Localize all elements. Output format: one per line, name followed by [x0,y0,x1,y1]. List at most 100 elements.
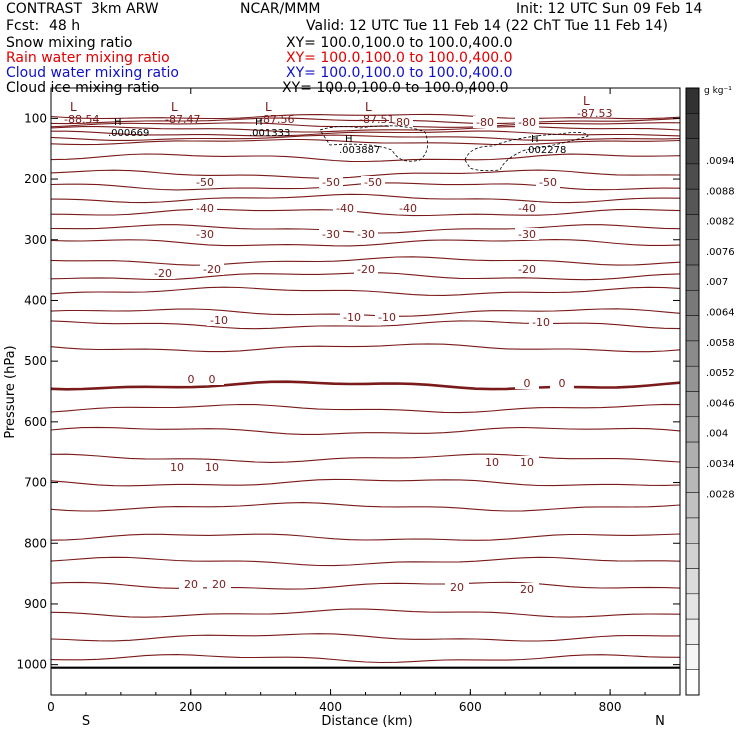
contour-label-bg [515,263,539,275]
contour-label-bg [193,176,217,188]
colorbar-label: .0064 [706,308,735,319]
model-title: CONTRAST 3km ARW [6,1,159,17]
contour-label: -10 [343,311,361,324]
contour-label-bg [515,228,539,240]
y-tick-label: 200 [24,172,47,186]
contour-label: -30 [357,228,375,241]
contour-line [50,286,681,296]
contour-label: -50 [196,176,214,189]
contour-label-bg [179,373,203,385]
low-value: -87.56 [259,113,294,126]
high-value: .002278 [525,145,566,156]
contour-label-bg [480,456,504,468]
low-marker: L [265,100,272,114]
colorbar-segment [685,113,700,139]
y-tick-label: 1000 [16,658,47,672]
contour-label: -20 [357,263,375,276]
contour-line [51,130,681,137]
contour-label: -30 [322,228,340,241]
low-marker: L [365,100,372,114]
y-tick-label: 900 [24,597,47,611]
low-marker: L [70,100,77,114]
contour-line [50,256,681,266]
x-tick-label: 0 [47,700,55,714]
low-marker: L [583,94,590,108]
colorbar-segment [685,340,700,367]
contour-label: -50 [539,176,557,189]
contour-label: -10 [210,314,228,327]
contour-label: 0 [524,377,531,390]
colorbar-label: .0094 [706,156,735,167]
y-tick-label: 800 [24,536,47,550]
y-tick-label: 500 [24,354,47,368]
valid-time: Valid: 12 UTC Tue 11 Feb 14 (22 ChT Tue … [306,18,669,34]
contour-line [50,403,681,414]
contour-label: 10 [520,456,534,469]
colorbar-segment [685,441,700,468]
contour-label-bg [515,456,539,468]
x-axis-title: Distance (km) [321,714,412,729]
contour-label: 20 [520,583,534,596]
high-marker: H [345,134,353,145]
field-rain-xy: XY= 100.0,100.0 to 100.0,400.0 [286,50,513,66]
contour-label-bg [207,578,231,590]
contour-label-bg [151,267,175,279]
contour-label: -30 [196,228,214,241]
contour-line [50,453,681,463]
cloud-ice-contour [464,132,589,172]
contour-label-bg [207,314,231,326]
colorbar-segment [685,669,700,696]
contour-line [50,138,681,146]
contour-label: -80 [476,116,494,129]
y-tick-label: 400 [24,293,47,307]
contour-label-bg [529,316,553,328]
contour-label: -20 [203,263,221,276]
colorbar-label: .0088 [706,186,735,197]
low-marker: L [171,100,178,114]
colorbar-segment [685,290,700,316]
field-cloudwater-xy: XY= 100.0,100.0 to 100.0,400.0 [286,65,513,81]
contour-label: -10 [532,316,550,329]
contour-line [50,208,681,217]
colorbar-frame [685,87,700,696]
colorbar-segment [685,138,700,165]
contour-label-bg [193,202,217,214]
y-axis-title: Pressure (hPa) [3,345,18,438]
field-snow-name: Snow mixing ratio [6,35,133,51]
colorbar: .0094 .0088 .0082 .0076 .007 .0064 .0058 .0052.… [685,87,735,696]
contour-line [50,320,681,330]
colorbar-segment [685,618,700,645]
colorbar-unit: g kg⁻¹ [704,86,732,96]
colorbar-segment [685,391,700,418]
contour-label: 0 [209,373,216,386]
field-rain-name: Rain water mixing ratio [6,50,170,66]
contour-label: 10 [205,461,219,474]
contour-label: -20 [518,263,536,276]
colorbar-segment [685,492,700,519]
contour-label-bg [515,116,539,128]
colorbar-label: .0082 [706,217,735,228]
contour-label-bg [515,377,539,389]
x-tick-label: 600 [459,700,482,714]
high-marker: H [531,134,539,145]
colorbar-segment [685,163,700,190]
contour-label: 0 [559,377,566,390]
colorbar-label: .0028 [706,489,735,500]
colorbar-segment [685,593,700,620]
contour-label-bg [515,583,539,595]
colorbar-segment [685,644,700,670]
colorbar-label: .0052 [706,368,735,379]
contour-label-bg [165,461,189,473]
y-tick-label: 700 [24,476,47,490]
contour-label-bg [515,202,539,214]
colorbar-segment [685,517,700,544]
colorbar-segment [685,264,700,291]
low-value: -87.53 [577,107,612,120]
contour-line [50,533,681,541]
contour-label-bg [396,202,420,214]
contour-line [50,608,681,618]
colorbar-label: .004 [706,429,728,440]
contour-line [50,343,681,353]
y-tick-label: 600 [24,415,47,429]
contour-label-bg [536,176,560,188]
